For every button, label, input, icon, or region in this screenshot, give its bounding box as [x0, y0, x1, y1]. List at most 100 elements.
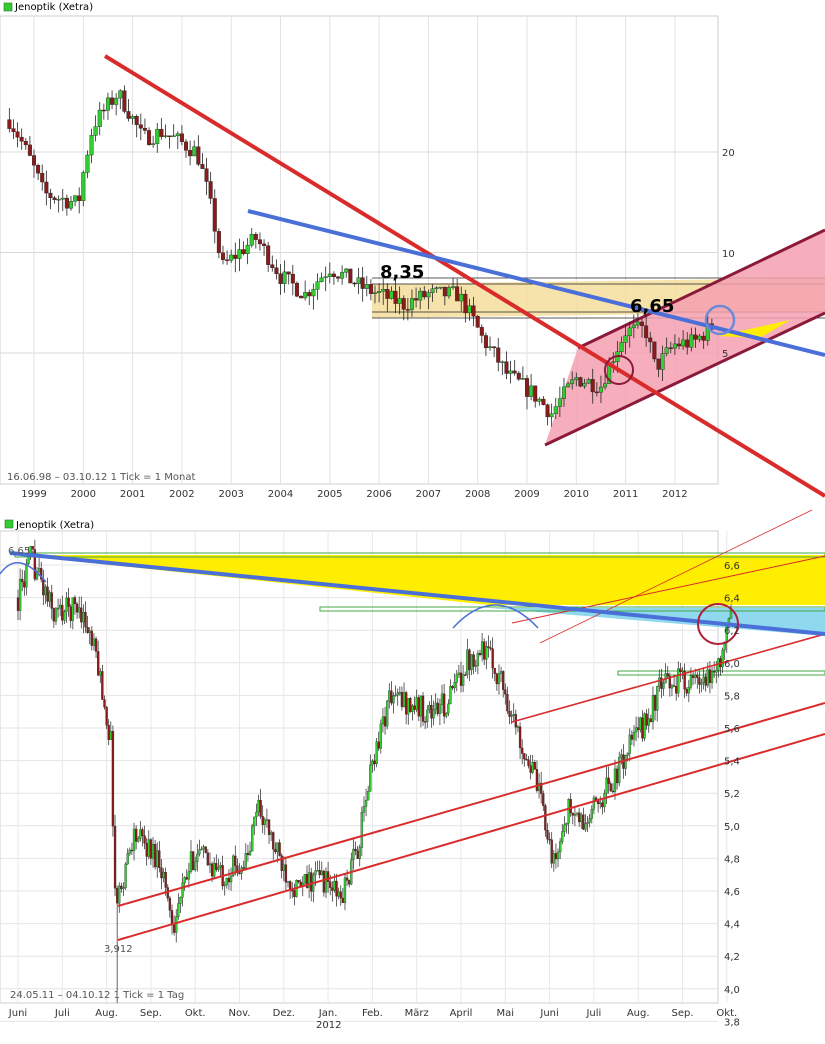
- upper-candle: [561, 386, 566, 399]
- upper-candle: [266, 245, 271, 265]
- lower-candle: [379, 723, 382, 749]
- lower-candle: [238, 872, 241, 875]
- upper-candle: [442, 286, 447, 297]
- upper-candle: [635, 321, 640, 326]
- lower-candle: [491, 648, 494, 669]
- upper-candle: [336, 276, 341, 279]
- lower-candle: [94, 638, 98, 652]
- upper-candle: [693, 334, 698, 340]
- lower-candle: [440, 693, 444, 705]
- upper-legend-square: [3, 2, 13, 12]
- lower-y-axis: 6,6 6,4 6,2 6,0 5,8 5,6 5,4 5,2 5,0 4,8 4,6 4,4 4,2 4…: [724, 561, 740, 1028]
- lower-candle: [170, 910, 174, 926]
- lower-candle: [168, 897, 172, 911]
- lower-candle: [160, 867, 163, 879]
- lower-candle: [554, 853, 558, 860]
- lower-candle: [639, 717, 642, 731]
- upper-candle: [483, 335, 488, 349]
- upper-candle: [68, 201, 73, 209]
- upper-candle: [377, 291, 382, 293]
- lower-candle: [329, 881, 332, 888]
- upper-candle: [114, 97, 119, 105]
- lower-candle: [46, 586, 49, 602]
- upper-year-label: 2002: [169, 489, 194, 500]
- upper-candle: [405, 309, 410, 311]
- upper-year-label: 2003: [218, 489, 243, 500]
- lower-candle: [158, 850, 161, 868]
- upper-year-label: 2004: [268, 489, 293, 500]
- lower-candle: [162, 871, 165, 879]
- upper-candle: [225, 259, 230, 261]
- lower-candle: [582, 814, 585, 830]
- lower-candle: [134, 828, 138, 842]
- upper-candle: [640, 321, 645, 326]
- lower-candle: [573, 814, 577, 816]
- lower-candle: [265, 819, 269, 821]
- upper-candle: [566, 383, 571, 388]
- lower-candle: [708, 669, 712, 683]
- lower-candle: [282, 864, 285, 871]
- lower-candle: [417, 697, 420, 717]
- upper-candle: [200, 164, 205, 169]
- upper-legend-title: Jenoptik (Xetra): [14, 2, 93, 13]
- lower-candle: [421, 695, 425, 722]
- lower-candle: [354, 848, 357, 851]
- lower-candle: [147, 839, 150, 857]
- upper-candle: [631, 324, 636, 329]
- top-arc-may: [452, 604, 539, 629]
- lower-price-tick: 5,2: [724, 789, 740, 800]
- lower-candle: [535, 769, 539, 791]
- upper-candle: [430, 288, 435, 293]
- lower-candle: [447, 703, 450, 714]
- lower-candle: [341, 897, 345, 903]
- upper-candle: [315, 281, 320, 290]
- lower-gridlines: [0, 531, 728, 1022]
- upper-candle: [155, 128, 160, 144]
- lower-candle: [434, 702, 437, 710]
- upper-candle: [471, 305, 476, 317]
- upper-x-axis: 1999 2000 2001 2002 2003 2004 2005 2006 2007 2008…: [21, 489, 687, 500]
- lower-candle: [613, 768, 617, 792]
- upper-candle: [134, 116, 139, 125]
- lower-candle: [229, 875, 233, 883]
- lower-candle: [31, 546, 34, 550]
- lower-candle: [88, 630, 91, 633]
- upper-candle: [697, 335, 702, 340]
- upper-year-label: 2006: [366, 489, 391, 500]
- upper-candle: [644, 325, 649, 339]
- lower-candle: [521, 747, 524, 754]
- lower-candle: [215, 863, 218, 870]
- lower-candle: [396, 692, 399, 696]
- lower-candle: [476, 653, 480, 666]
- upper-candle: [525, 378, 530, 397]
- upper-candle: [122, 90, 127, 112]
- upper-candle: [15, 131, 20, 138]
- upper-candle: [500, 361, 505, 363]
- upper-candle: [689, 334, 694, 348]
- lower-candle: [630, 734, 634, 740]
- upper-candle: [110, 97, 115, 105]
- lower-candle: [21, 578, 24, 582]
- lower-candle: [69, 606, 72, 621]
- lower-candle: [356, 850, 359, 859]
- upper-candle: [479, 327, 484, 336]
- upper-candle: [245, 244, 250, 254]
- upper-year-label: 2007: [416, 489, 441, 500]
- lower-candle: [383, 716, 387, 727]
- lower-candle: [303, 874, 307, 884]
- lower-candle: [345, 877, 349, 881]
- upper-candle: [701, 335, 706, 341]
- support-line-upper: [117, 702, 825, 907]
- lower-candle: [409, 698, 412, 712]
- annotation-6-65: 6,65: [630, 296, 674, 317]
- lower-candle: [577, 812, 581, 823]
- lower-candle: [99, 671, 102, 676]
- lower-candle: [419, 695, 423, 717]
- lower-candle: [320, 870, 323, 876]
- upper-candle: [278, 273, 283, 284]
- lower-candle: [388, 690, 391, 702]
- lower-candle: [200, 848, 203, 851]
- lower-candle: [25, 563, 28, 588]
- lower-candle: [33, 549, 37, 580]
- lower-price-tick: 4,0: [724, 985, 740, 996]
